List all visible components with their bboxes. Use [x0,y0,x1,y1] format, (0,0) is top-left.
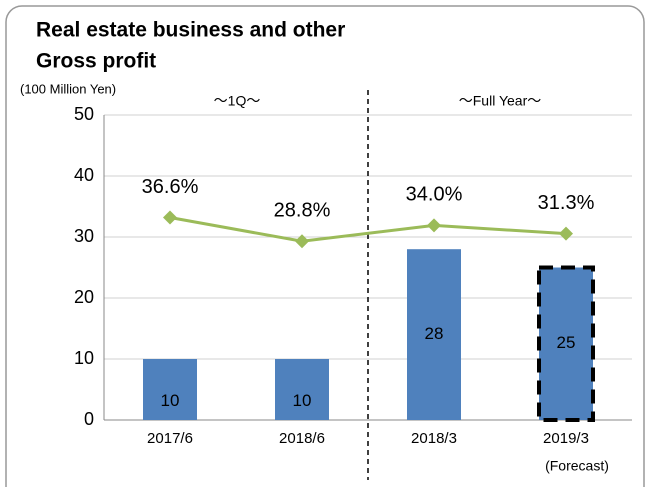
group-label: 〜Full Year〜 [459,93,541,109]
line-marker [427,218,441,233]
bar-label: 10 [293,391,312,410]
bar-label: 25 [557,333,576,352]
y-tick-label: 40 [74,165,94,185]
y-tick-label: 10 [74,348,94,368]
bar [537,265,595,422]
x-tick-label: 2019/3 [543,430,589,447]
line-marker [559,226,573,241]
bar [407,249,461,420]
x-tick-label: 2018/3 [411,430,457,447]
forecast-note: (Forecast) [545,458,609,474]
y-tick-label: 50 [74,104,94,124]
group-label: 〜1Q〜 [214,93,261,109]
bar-label: 10 [161,391,180,410]
bar-label: 28 [425,324,444,343]
line [169,216,567,243]
y-unit: (100 Million Yen) [20,81,116,96]
line-label: 36.6% [142,176,199,198]
x-tick-label: 2018/6 [279,430,325,447]
chart-title: Real estate business and other [36,19,345,42]
chart-title: Gross profit [36,50,156,73]
y-tick-label: 0 [84,409,94,429]
x-tick-label: 2017/6 [147,430,193,447]
line-marker [163,210,177,225]
line-label: 31.3% [538,192,595,214]
y-tick-label: 20 [74,287,94,307]
y-tick-label: 30 [74,226,94,246]
line-label: 34.0% [406,184,463,206]
bar [143,359,197,420]
line-marker [295,234,309,249]
bar [275,359,329,420]
line-label: 28.8% [274,200,331,222]
